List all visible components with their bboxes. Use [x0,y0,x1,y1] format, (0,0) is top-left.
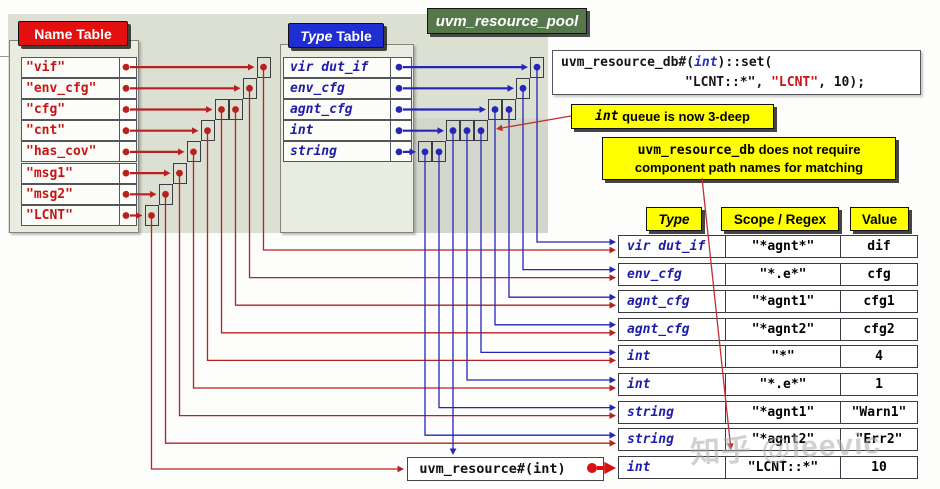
type-table-row: int [283,120,412,142]
code-line-2: "LCNT::*", "LCNT", 10); [685,75,866,90]
type-entry: string [290,144,337,160]
name-entry: "has_cov" [26,144,97,160]
callout-line-2: component path names for matching [634,160,864,175]
resource-value-cell: "Err2" [855,432,903,448]
queue-cell [418,141,432,163]
type-table-row: agnt_cfg [283,98,412,121]
queue-cell [158,183,173,205]
resource-value-cell: 1 [875,377,883,392]
resource-value-cell: cfg [867,266,891,282]
name-table-row: "has_cov" [21,141,137,163]
type-table-row: vir dut_if [283,56,412,78]
queue-cell [256,56,271,78]
type-entry: env_cfg [290,80,345,96]
name-table-row: "LCNT" [21,204,137,227]
queue-cell [200,120,215,142]
resource-scope-cell: "*.e*" [725,263,841,285]
name-entry: "LCNT" [26,207,73,223]
resource-scope-cell: "*agnt2" [725,318,841,340]
resource-type-cell: int [627,377,651,392]
type-entry: int [290,123,314,139]
type-table-title-em: Type [300,27,333,44]
name-table-header: Name Table [18,21,128,46]
queue-cell [214,98,229,121]
code-line-1: uvm_resource_db#(int)::set( [561,55,773,70]
uvm-resource-box: uvm_resource#(int) [407,457,604,481]
name-entry: "cfg" [26,101,66,117]
pool-label: uvm_resource_pool [427,8,587,34]
resource-scope-cell: "*agnt1" [725,401,841,423]
resource-row: int "LCNT::*" 10 [618,455,918,479]
type-table-title-rest: Table [332,27,372,44]
queue-cell [530,56,544,78]
queue-cell [186,141,201,163]
type-table-row: string [283,141,412,163]
type-table-row: env_cfg [283,77,412,99]
resource-type-cell: string [627,432,674,448]
resource-type-cell: vir dut_if [627,239,706,254]
queue-cell [474,120,488,142]
queue-cell [228,98,243,121]
resource-value-cell: 4 [875,349,883,365]
callout-line-1: uvm_resource_db does not require [637,142,861,158]
resource-value-cell: "Warn1" [851,404,907,420]
resource-scope-cell: "*.e*" [725,374,841,395]
name-entry: "env_cfg" [26,80,97,96]
resource-scope-cell: "*agnt*" [725,236,841,257]
resource-type-cell: env_cfg [627,266,682,282]
code-snippet-box: uvm_resource_db#(int)::set( "LCNT::*", "… [552,50,921,95]
name-table-title: Name Table [34,25,112,42]
resource-column-header-type: Type [646,207,702,231]
name-entry: "msg1" [26,165,73,181]
queue-cell [144,204,159,227]
type-entry: vir dut_if [290,59,369,75]
name-entry: "cnt" [26,123,66,139]
resource-row: env_cfg "*.e*" cfg [618,262,918,286]
queue-cell [516,77,530,99]
name-entry: "msg2" [26,186,73,202]
resource-value-cell: 10 [871,459,887,475]
queue-cell [446,120,460,142]
name-table-row: "msg2" [21,183,137,205]
resource-value-cell: cfg2 [863,321,895,337]
name-table-row: "cfg" [21,98,137,121]
queue-cell [172,162,187,184]
callout-int-queue: int queue is now 3-deep [571,104,774,129]
resource-row: vir dut_if "*agnt*" dif [618,235,918,258]
type-entry: agnt_cfg [290,101,353,117]
name-table-row: "cnt" [21,120,137,142]
resource-scope-cell: "LCNT::*" [725,456,841,478]
resource-value-cell: cfg1 [863,294,895,310]
queue-cell [488,98,502,121]
resource-scope-cell: "*agnt1" [725,291,841,313]
resource-row: agnt_cfg "*agnt1" cfg1 [618,290,918,314]
name-table-row: "env_cfg" [21,77,137,99]
name-table-row: "vif" [21,56,137,78]
callout-no-path-names: uvm_resource_db does not require compone… [602,137,896,180]
resource-row: int "*" 4 [618,345,918,369]
resource-type-cell: agnt_cfg [627,321,690,337]
resource-column-header-scope: Scope / Regex [721,207,839,231]
resource-type-cell: int [627,349,651,365]
type-table-header: Type Table [288,23,384,48]
resource-row: string "*agnt2" "Err2" [618,428,918,452]
resource-type-cell: int [627,459,651,475]
resource-row: int "*.e*" 1 [618,373,918,396]
queue-cell [242,77,257,99]
resource-scope-cell: "*" [725,346,841,368]
queue-cell [502,98,516,121]
resource-row: agnt_cfg "*agnt2" cfg2 [618,317,918,341]
name-entry: "vif" [26,59,66,75]
name-table-row: "msg1" [21,162,137,184]
resource-type-cell: agnt_cfg [627,294,690,310]
resource-column-header-value: Value [850,207,909,231]
queue-cell [432,141,446,163]
resource-value-cell: dif [867,239,891,254]
resource-type-cell: string [627,404,674,420]
queue-cell [460,120,474,142]
